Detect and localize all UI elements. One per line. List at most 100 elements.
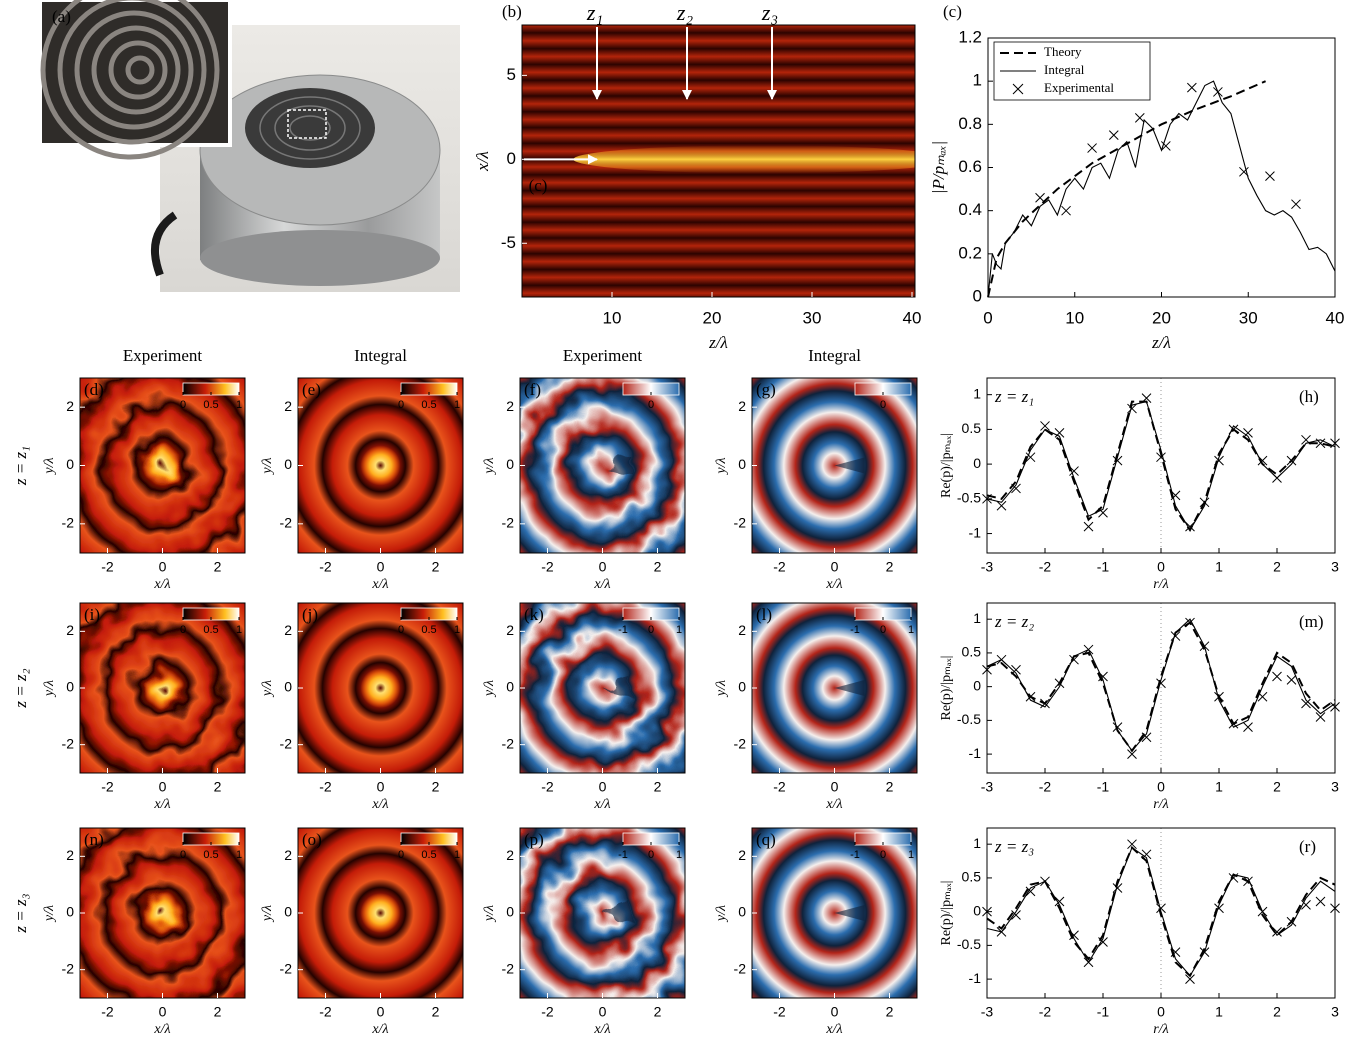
x-tick-label: 0	[377, 779, 385, 795]
x-tick-label: -2	[101, 559, 114, 575]
y-tick-label: 0	[973, 286, 982, 305]
y-tick-label: -2	[502, 960, 515, 976]
x-tick-label: -2	[541, 559, 554, 575]
x-tick-label: -2	[319, 779, 332, 795]
y-tick-label: 1	[973, 385, 981, 401]
x-axis-label: x/λ	[593, 797, 610, 812]
y-tick-label: 0	[738, 456, 746, 472]
legend-label: Integral	[1044, 62, 1085, 77]
y-axis-label: y/λ	[260, 680, 275, 698]
y-tick-label: 0	[506, 456, 514, 472]
annotation: z₁	[586, 0, 603, 25]
x-axis-label: x/λ	[371, 577, 388, 592]
colorbar-tick-label: 0.5	[421, 399, 436, 411]
focus-band	[573, 145, 950, 173]
x-tick-label: 2	[1273, 1004, 1281, 1020]
y-tick-label: -0.5	[957, 711, 981, 727]
panel-label: (p)	[524, 830, 544, 849]
y-tick-label: 0	[973, 455, 981, 471]
y-tick-label: -2	[280, 735, 293, 751]
x-axis-label: r/λ	[1153, 1022, 1168, 1037]
colorbar-tick-label: 0	[180, 399, 186, 411]
y-tick-label: 0	[507, 149, 516, 168]
x-tick-label: 0	[599, 559, 607, 575]
colorbar-tick-label: 1	[676, 849, 682, 861]
photo	[40, 0, 460, 292]
x-tick-label: 0	[159, 559, 167, 575]
x-axis-label: x/λ	[153, 577, 170, 592]
panel-label: (k)	[524, 605, 544, 624]
x-tick-label: 40	[1326, 308, 1345, 327]
y-tick-label: 2	[738, 847, 746, 863]
x-tick-label: 20	[703, 308, 722, 327]
y-tick-label: 2	[738, 398, 746, 414]
colorbar-tick-label: 0.5	[421, 624, 436, 636]
colorbar-tick-label: 0	[880, 624, 886, 636]
row-label: z = z₃	[11, 893, 30, 933]
colorbar-tick-label: 0.5	[203, 849, 218, 861]
x-tick-label: -2	[541, 779, 554, 795]
x-axis-label: x/λ	[825, 1022, 842, 1037]
spiral-plate	[245, 88, 375, 168]
legend-label: Theory	[1044, 44, 1082, 59]
x-axis-label: x/λ	[371, 1022, 388, 1037]
y-tick-label: 0	[506, 904, 514, 920]
x-tick-label: -1	[1097, 1004, 1110, 1020]
x-tick-label: 0	[377, 559, 385, 575]
y-axis-label: y/λ	[714, 680, 729, 698]
x-tick-label: -2	[101, 1004, 114, 1020]
x-tick-label: 0	[831, 559, 839, 575]
panel-label: (r)	[1299, 837, 1316, 856]
x-tick-label: -1	[1097, 779, 1110, 795]
colorbar-tick-label: 0	[180, 624, 186, 636]
y-tick-label: 1.2	[958, 27, 982, 46]
x-tick-label: 0	[1157, 1004, 1165, 1020]
x-tick-label: 0	[831, 1004, 839, 1020]
x-tick-label: 0	[1157, 779, 1165, 795]
device-base	[200, 230, 440, 286]
panel-label: (c)	[943, 2, 962, 21]
y-tick-label: 1	[973, 835, 981, 851]
x-tick-label: -2	[319, 1004, 332, 1020]
central-spot	[361, 893, 401, 933]
x-tick-label: -1	[1097, 559, 1110, 575]
y-tick-label: 2	[284, 398, 292, 414]
y-tick-label: 0	[284, 679, 292, 695]
y-tick-label: -1	[969, 745, 982, 761]
y-tick-label: -2	[502, 735, 515, 751]
y-tick-label: -0.5	[957, 490, 981, 506]
y-tick-label: 0	[284, 904, 292, 920]
x-tick-label: -3	[981, 1004, 994, 1020]
y-axis-label: y/λ	[482, 680, 497, 698]
colorbar-tick-label: 0	[648, 624, 654, 636]
panel-label: (q)	[756, 830, 776, 849]
x-tick-label: 2	[654, 779, 662, 795]
x-tick-label: 0	[159, 779, 167, 795]
page: ExperimentIntegralExperimentIntegralz = …	[0, 0, 1359, 1042]
y-tick-label: 2	[66, 398, 74, 414]
x-tick-label: -2	[773, 1004, 786, 1020]
y-tick-label: 2	[284, 622, 292, 638]
x-tick-label: 0	[599, 779, 607, 795]
x-tick-label: -2	[1039, 559, 1052, 575]
panel-label: (d)	[84, 380, 104, 399]
colorbar-tick-label: 1	[236, 849, 242, 861]
heatmap	[522, 25, 951, 297]
y-tick-label: -2	[734, 735, 747, 751]
panel-label: (j)	[302, 605, 318, 624]
note: z = z₃	[994, 837, 1034, 856]
x-tick-label: 30	[803, 308, 822, 327]
x-tick-label: 2	[432, 779, 440, 795]
y-tick-label: -5	[501, 233, 516, 252]
colorbar-tick-label: 0.5	[421, 849, 436, 861]
y-tick-label: 0	[284, 456, 292, 472]
colorbar-tick-label: 1	[236, 624, 242, 636]
y-tick-label: -2	[734, 515, 747, 531]
note: z = z₂	[994, 612, 1034, 631]
legend-label: Experimental	[1044, 80, 1114, 95]
y-tick-label: 0	[66, 456, 74, 472]
colorbar-tick-label: -1	[618, 849, 628, 861]
colorbar-tick-label: 1	[236, 399, 242, 411]
panel-label: (i)	[84, 605, 100, 624]
y-axis-label: Re(p)/|pₘₐₓ|	[939, 881, 954, 946]
